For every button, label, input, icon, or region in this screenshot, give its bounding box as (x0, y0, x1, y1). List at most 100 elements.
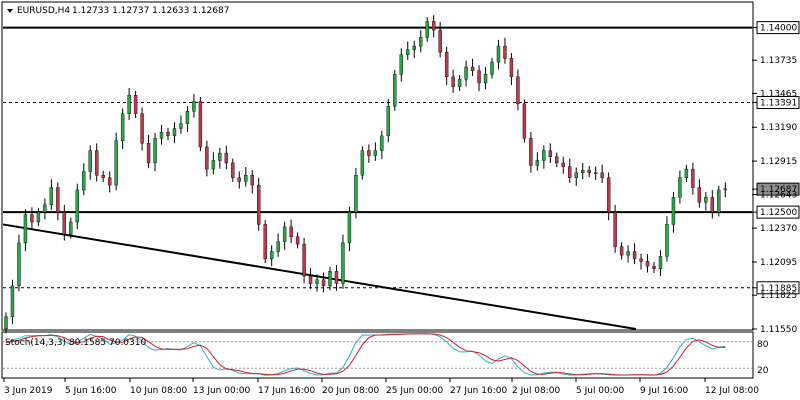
candle-body (360, 150, 365, 176)
candle-body (684, 168, 689, 178)
candle-body (127, 95, 131, 114)
candle-body (386, 106, 391, 137)
candle-body (496, 45, 501, 63)
candle-body (140, 113, 144, 144)
candle-body (315, 279, 319, 284)
candle-body (56, 187, 60, 213)
candle-body (457, 79, 462, 87)
candle-body (211, 160, 216, 170)
candle-body (172, 128, 177, 137)
candle-body (658, 256, 663, 269)
candle-body (114, 140, 118, 186)
candle-body (17, 242, 21, 287)
candle-body (490, 61, 494, 75)
y-tick-label: 1.13391 (760, 99, 797, 109)
candle-body (697, 187, 702, 203)
candle-body (237, 177, 241, 182)
candle-body (509, 58, 514, 78)
candle-body (295, 236, 300, 245)
candle-body (632, 251, 637, 260)
stoch-signal-line (5, 333, 726, 376)
candle-body (205, 146, 209, 170)
candle-body (23, 214, 28, 244)
candle-body (224, 152, 229, 164)
candle-body (529, 138, 533, 166)
x-tick-label: 9 Jul 16:00 (640, 386, 689, 396)
candle-body (393, 74, 397, 107)
candle-body (723, 188, 727, 191)
x-tick-label: 25 Jun 00:00 (386, 386, 443, 396)
x-tick-label: 2 Jul 08:00 (512, 386, 561, 396)
y-tick-label: 1.11550 (760, 325, 797, 335)
candle-body (516, 76, 520, 105)
candle-body (334, 270, 339, 284)
candle-body (581, 170, 585, 173)
candle-body (373, 150, 378, 156)
y-tick-label: 1.11825 (760, 291, 797, 301)
candle-body (146, 143, 151, 164)
y-tick-label: 1.14000 (760, 24, 797, 34)
candle-body (69, 221, 73, 235)
y-tick-label: 1.12643 (760, 191, 797, 201)
x-tick-label: 27 Jun 16:00 (450, 386, 507, 396)
chart-symbol: EURUSD,H4 (17, 6, 70, 16)
candle-body (263, 224, 267, 260)
y-tick-label: 1.12370 (760, 224, 797, 234)
candle-body (120, 113, 125, 141)
candle-body (431, 21, 436, 31)
x-tick-label: 5 Jul 00:00 (576, 386, 625, 396)
candle-body (419, 37, 423, 47)
candle-body (282, 226, 287, 242)
candle-body (10, 285, 15, 317)
candle-body (218, 152, 222, 161)
candle-body (522, 103, 527, 139)
trendline[interactable] (2, 223, 637, 330)
candle-body (192, 101, 196, 112)
candle-body (574, 172, 578, 178)
x-tick-label: 5 Jun 16:00 (65, 386, 117, 396)
level-price-box (756, 21, 800, 35)
candle-body (49, 187, 54, 205)
candle-body (341, 242, 345, 284)
candle-body (75, 189, 79, 223)
y-tick-label: 1.12095 (760, 258, 797, 268)
candle-body (425, 21, 429, 38)
candle-body (451, 76, 455, 87)
candle-body (626, 251, 630, 256)
candle-body (269, 251, 274, 260)
candle-body (568, 166, 572, 178)
candle-body (704, 197, 708, 203)
candle-body (347, 211, 352, 244)
y-tick-label: 1.12687 (760, 185, 797, 195)
candle-body (555, 156, 559, 164)
candle-body (406, 49, 410, 55)
y-tick-label: 1.13465 (760, 89, 797, 99)
candle-body (62, 211, 67, 235)
candle-body (561, 162, 565, 167)
candle-body (710, 197, 715, 213)
candle-body (691, 168, 695, 188)
current-price-box (756, 182, 800, 196)
candle-body (308, 275, 313, 284)
level-price-box (756, 205, 800, 219)
candle-body (4, 316, 8, 330)
stoch-level-80-label: 80 (757, 340, 769, 350)
candle-body (321, 279, 326, 287)
main-plot-frame (1, 1, 754, 331)
dropdown-triangle-icon[interactable] (7, 9, 13, 13)
candle-body (619, 246, 624, 256)
candle-body (483, 74, 488, 84)
candle-body (179, 123, 183, 129)
candle-body (613, 211, 617, 247)
candle-body (153, 138, 157, 164)
candle-body (380, 135, 384, 151)
candle-body (639, 258, 643, 262)
y-tick-label: 1.11885 (760, 284, 797, 294)
candle-body (289, 226, 293, 237)
candle-body (606, 177, 611, 213)
x-tick-label: 10 Jun 08:00 (130, 386, 187, 396)
candle-body (671, 197, 676, 225)
candle-body (503, 45, 507, 59)
candle-body (665, 224, 669, 257)
